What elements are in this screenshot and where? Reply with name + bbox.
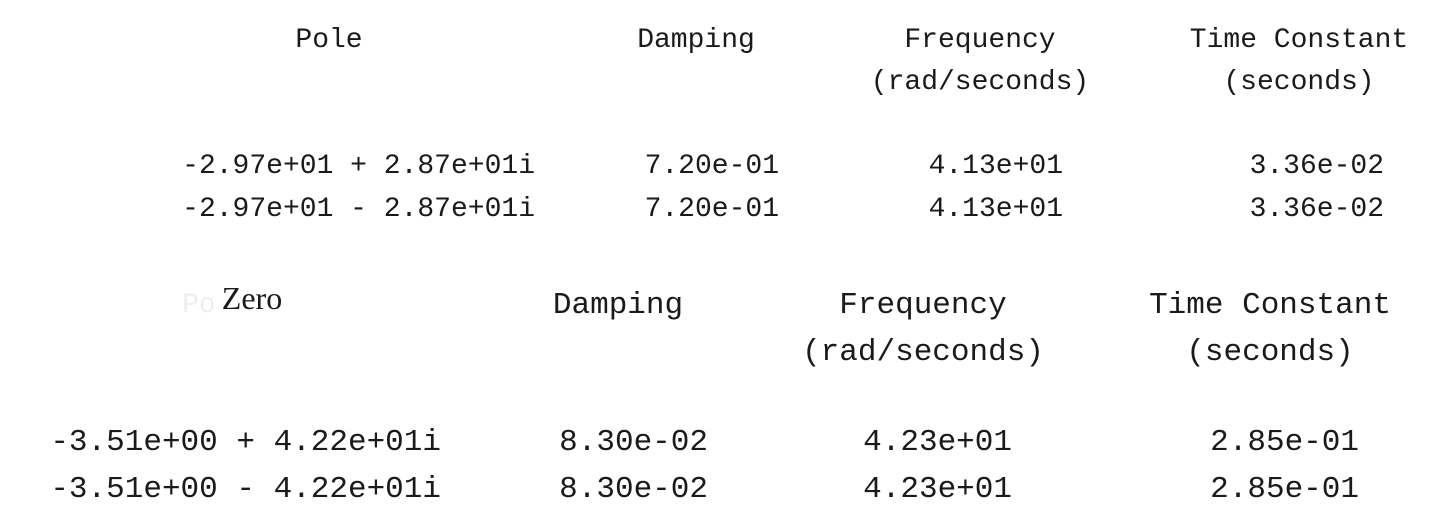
damping-column-header: Damping bbox=[552, 288, 684, 323]
time-constant-unit-label: (seconds) bbox=[1223, 67, 1375, 98]
time-constant-value: 2.85e-01 bbox=[1210, 425, 1359, 460]
time-constant-column-header: Time Constant bbox=[1149, 288, 1391, 323]
frequency-column-header: Frequency bbox=[904, 25, 1056, 56]
zero-column-header: Zero bbox=[221, 280, 283, 316]
damping-column-header: Damping bbox=[637, 25, 755, 56]
time-constant-value: 3.36e-02 bbox=[1249, 194, 1384, 225]
frequency-unit-label: (rad/seconds) bbox=[870, 67, 1090, 98]
frequency-value: 4.23e+01 bbox=[863, 425, 1012, 460]
frequency-unit-label: (rad/seconds) bbox=[802, 335, 1044, 370]
damping-value: 7.20e-01 bbox=[644, 151, 779, 182]
damping-value: 8.30e-02 bbox=[559, 472, 708, 507]
frequency-value: 4.13e+01 bbox=[928, 151, 1063, 182]
time-constant-unit-label: (seconds) bbox=[1186, 335, 1354, 370]
pole-value: -2.97e+01 - 2.87e+01i bbox=[182, 194, 535, 225]
time-constant-column-header: Time Constant bbox=[1189, 25, 1409, 56]
pole-table: Pole Damping Frequency (rad/seconds) Tim… bbox=[0, 0, 1434, 240]
frequency-value: 4.23e+01 bbox=[863, 472, 1012, 507]
time-constant-value: 3.36e-02 bbox=[1249, 151, 1384, 182]
damping-value: 7.20e-01 bbox=[644, 194, 779, 225]
pole-value: -2.97e+01 + 2.87e+01i bbox=[182, 151, 535, 182]
zero-value: -3.51e+00 + 4.22e+01i bbox=[50, 425, 441, 460]
time-constant-value: 2.85e-01 bbox=[1210, 472, 1359, 507]
zero-value: -3.51e+00 - 4.22e+01i bbox=[50, 472, 441, 507]
faded-header-fragment: Po bbox=[182, 290, 216, 321]
damping-value: 8.30e-02 bbox=[559, 425, 708, 460]
frequency-value: 4.13e+01 bbox=[928, 194, 1063, 225]
pole-column-header: Pole bbox=[295, 25, 363, 56]
frequency-column-header: Frequency bbox=[839, 288, 1007, 323]
